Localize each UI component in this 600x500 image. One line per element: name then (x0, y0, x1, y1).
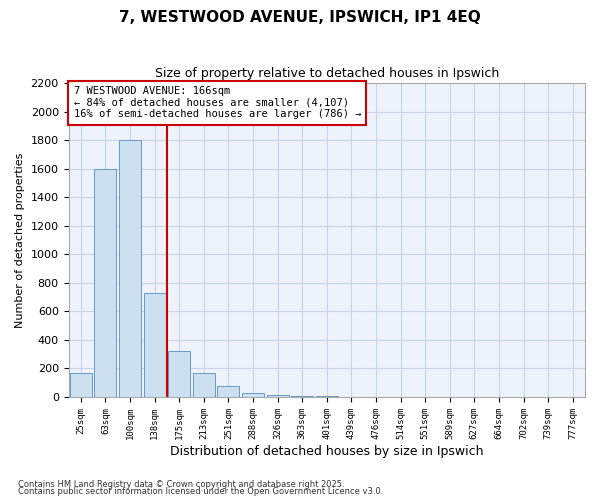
Bar (94, 168, 116, 397)
X-axis label: Distribution of detached houses by size in Ipswich: Distribution of detached houses by size … (170, 444, 484, 458)
Title: Size of property relative to detached houses in Ipswich: Size of property relative to detached ho… (155, 68, 499, 80)
Bar (168, 352, 190, 397)
Text: Contains HM Land Registry data © Crown copyright and database right 2025.: Contains HM Land Registry data © Crown c… (18, 480, 344, 489)
Y-axis label: Number of detached properties: Number of detached properties (15, 152, 25, 328)
Bar (143, 293, 166, 397)
Bar (242, 392, 264, 397)
Bar (291, 396, 313, 397)
Bar (266, 395, 289, 397)
Bar (70, 372, 92, 397)
Bar (316, 396, 338, 397)
Text: 7 WESTWOOD AVENUE: 166sqm
← 84% of detached houses are smaller (4,107)
16% of se: 7 WESTWOOD AVENUE: 166sqm ← 84% of detac… (74, 86, 361, 120)
Text: 7, WESTWOOD AVENUE, IPSWICH, IP1 4EQ: 7, WESTWOOD AVENUE, IPSWICH, IP1 4EQ (119, 10, 481, 25)
Bar (217, 386, 239, 397)
Bar (193, 372, 215, 397)
Bar (119, 140, 141, 397)
Text: Contains public sector information licensed under the Open Government Licence v3: Contains public sector information licen… (18, 488, 383, 496)
